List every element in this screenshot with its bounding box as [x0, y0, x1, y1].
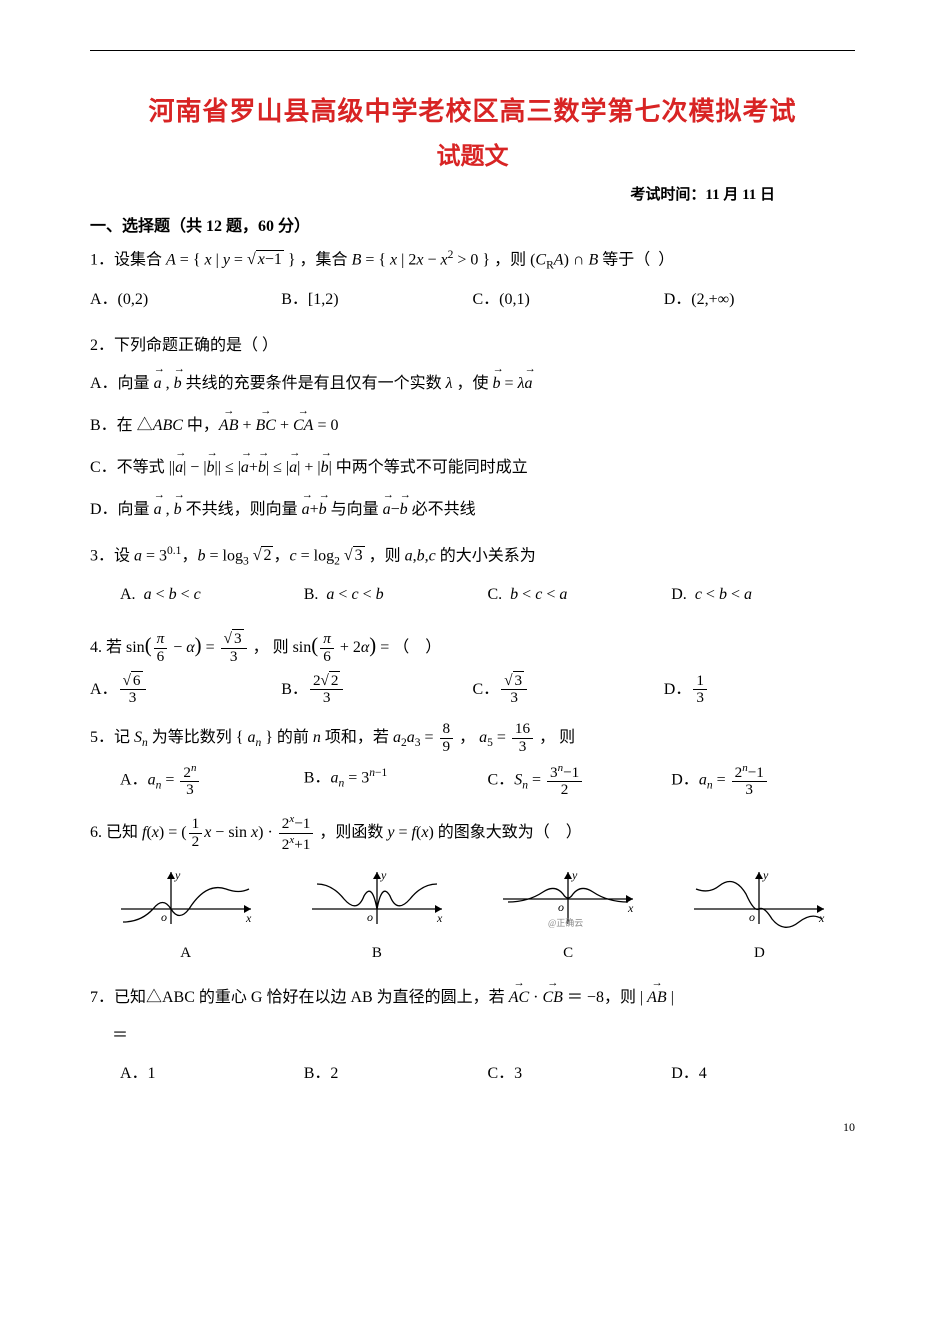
q7-opt-c: C．3 [488, 1058, 672, 1090]
q7-options: A．1 B．2 C．3 D．4 [120, 1058, 855, 1090]
q5-stem: 5．记 Sn 为等比数列 { an } 的前 n 项和，若 a2a3 = 89 … [90, 721, 855, 755]
svg-text:o: o [558, 900, 564, 914]
q1-opt-a: A．(0,2) [90, 284, 281, 316]
svg-text:x: x [245, 911, 252, 925]
q6-plot-a: y x o A [90, 864, 281, 968]
q1-stem: 1．设集合 A = { x | y = x−1 } ，集合 B = { x | … [90, 244, 855, 278]
q5-opt-b: B．an = 3n−1 [304, 762, 488, 800]
q4-stem: 4. 若 sin(π6 − α) = 33 ， 则 sin(π6 + 2α) =… [90, 625, 855, 667]
question-1: 1．设集合 A = { x | y = x−1 } ，集合 B = { x | … [90, 244, 855, 316]
question-3: 3．设 a = 30.1，b = log3 2，c = log2 3 ，则 a,… [90, 540, 855, 612]
doc-title-line1: 河南省罗山县高级中学老校区高三数学第七次模拟考试 [90, 91, 855, 128]
q2-opt-d: D．向量 a , b 不共线，则向量 a+b 与向量 a−b 必不共线 [90, 494, 855, 526]
svg-text:x: x [436, 911, 443, 925]
svg-text:o: o [749, 910, 755, 924]
q6-label-a: A [90, 938, 281, 968]
q2-stem: 2．下列命题正确的是（ ） [90, 330, 855, 362]
q6-plot-b: y x o B [281, 864, 472, 968]
svg-text:x: x [627, 901, 634, 915]
q7-opt-a: A．1 [120, 1058, 304, 1090]
q2-opt-c: C．不等式 a − b ≤ a+b ≤ a + b 中两个等式不可能同时成立 [90, 452, 855, 484]
svg-text:y: y [762, 868, 769, 882]
q7-opt-d: D．4 [671, 1058, 855, 1090]
q3-stem: 3．设 a = 30.1，b = log3 2，c = log2 3 ，则 a,… [90, 540, 855, 574]
q2-opt-a: A．向量 a , b 共线的充要条件是有且仅有一个实数 λ ，使 b = λa [90, 368, 855, 400]
q3-opt-b: B. a < c < b [304, 579, 488, 611]
svg-text:y: y [571, 868, 578, 882]
top-rule [90, 50, 855, 51]
q6-plot-c: y x o @正确云 C [473, 864, 664, 968]
q6-label-b: B [281, 938, 472, 968]
q4-opt-d: D．13 [664, 673, 855, 707]
q3-opt-a: A. a < b < c [120, 579, 304, 611]
svg-text:@正确云: @正确云 [548, 917, 583, 928]
q3-opt-c: C. b < c < a [488, 579, 672, 611]
exam-date: 考试时间：11 月 11 日 [90, 183, 855, 204]
q5-opt-a: A．an = 2n3 [120, 762, 304, 800]
question-6: 6. 已知 f(x) = (12x − sin x) · 2x−12x+1 ，则… [90, 813, 855, 968]
doc-title-line2: 试题文 [90, 136, 855, 171]
section-1-heading: 一、选择题（共 12 题，60 分） [90, 212, 855, 236]
svg-text:o: o [367, 910, 373, 924]
question-7: 7．已知△ABC 的重心 G 恰好在以边 AB 为直径的圆上，若 AC · CB… [90, 982, 855, 1090]
q1-opt-d: D．(2,+∞) [664, 284, 855, 316]
q6-plots: y x o A y x o B [90, 864, 855, 968]
q3-options: A. a < b < c B. a < c < b C. b < c < a D… [120, 579, 855, 611]
q6-stem: 6. 已知 f(x) = (12x − sin x) · 2x−12x+1 ，则… [90, 813, 855, 854]
q7-opt-b: B．2 [304, 1058, 488, 1090]
svg-text:o: o [161, 910, 167, 924]
q5-opt-c: C．Sn = 3n−12 [488, 762, 672, 800]
q6-label-d: D [664, 938, 855, 968]
svg-text:y: y [380, 868, 387, 882]
q6-label-c: C [473, 938, 664, 968]
question-2: 2．下列命题正确的是（ ） A．向量 a , b 共线的充要条件是有且仅有一个实… [90, 330, 855, 526]
question-5: 5．记 Sn 为等比数列 { an } 的前 n 项和，若 a2a3 = 89 … [90, 721, 855, 799]
q6-plot-d: y x o D [664, 864, 855, 968]
question-4: 4. 若 sin(π6 − α) = 33 ， 则 sin(π6 + 2α) =… [90, 625, 855, 707]
q4-options: A．63 B．223 C．33 D．13 [90, 673, 855, 707]
q4-opt-c: C．33 [473, 673, 664, 707]
q7-stem: 7．已知△ABC 的重心 G 恰好在以边 AB 为直径的圆上，若 AC · CB… [90, 982, 855, 1014]
q4-opt-b: B．223 [281, 673, 472, 707]
q5-options: A．an = 2n3 B．an = 3n−1 C．Sn = 3n−12 D．an… [120, 762, 855, 800]
q1-opt-b: B．[1,2) [281, 284, 472, 316]
q1-opt-c: C．(0,1) [473, 284, 664, 316]
page-number: 10 [90, 1120, 855, 1135]
q5-opt-d: D．an = 2n−13 [671, 762, 855, 800]
q4-opt-a: A．63 [90, 673, 281, 707]
q2-opt-b: B．在 △ABC 中，AB + BC + CA = 0 [90, 410, 855, 442]
q7-stem2: ＝ [112, 1020, 855, 1052]
q3-opt-d: D. c < b < a [671, 579, 855, 611]
q1-options: A．(0,2) B．[1,2) C．(0,1) D．(2,+∞) [90, 284, 855, 316]
svg-text:y: y [174, 868, 181, 882]
